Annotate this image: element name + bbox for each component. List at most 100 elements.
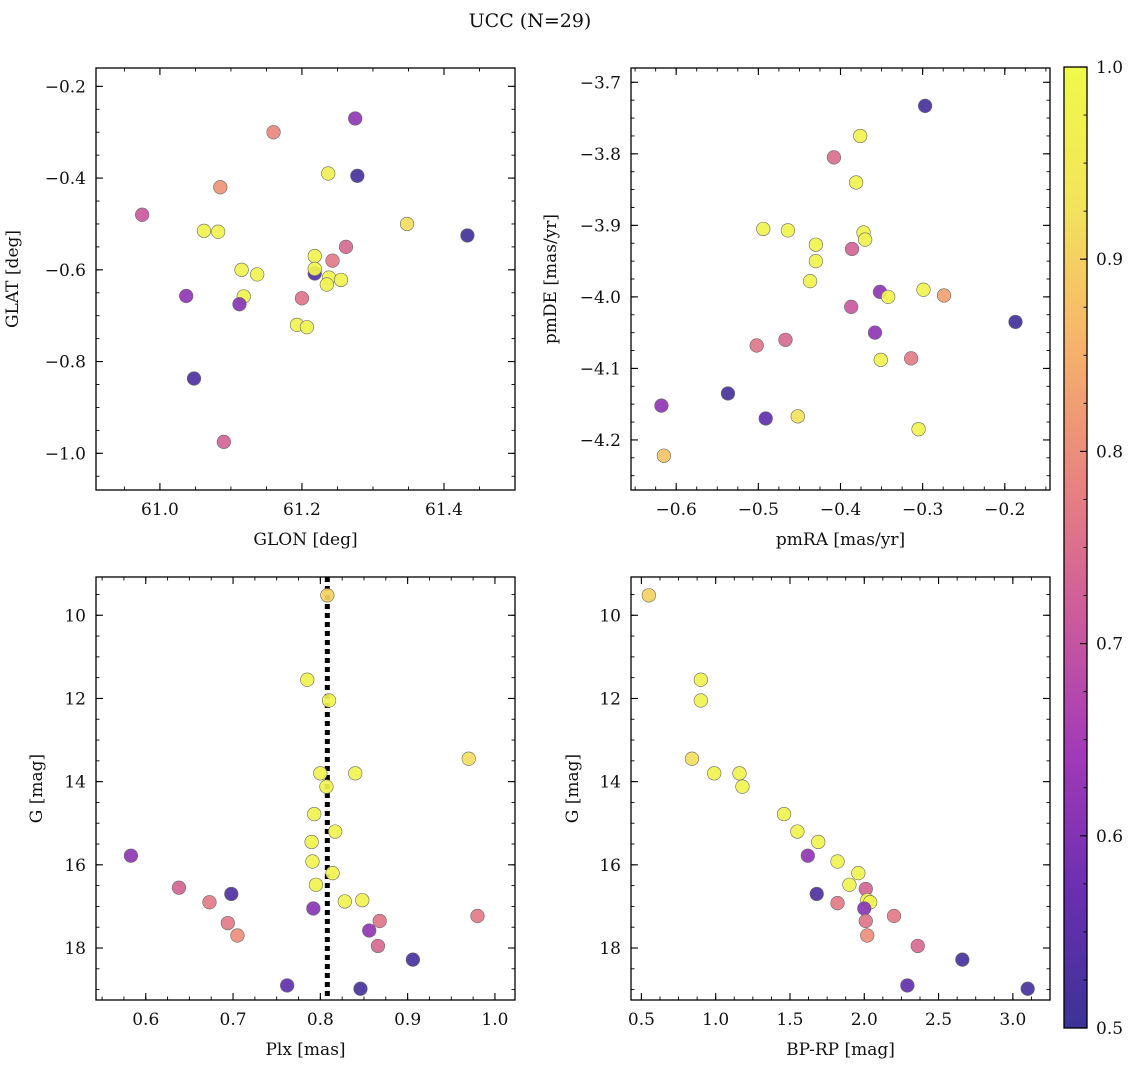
scatter-point — [860, 928, 875, 943]
x-axis-label: pmRA [mas/yr] — [776, 530, 905, 550]
scatter-point — [684, 751, 700, 766]
scatter-point — [460, 228, 475, 243]
panel-pmra-pmde: −0.6 −0.5 −0.4 −0.3 −0.2 −3.7 −3.8 −3.9 −4.0 −4.1… — [541, 67, 1051, 550]
scatter-point — [916, 282, 931, 297]
scatter-point — [333, 272, 349, 288]
y-tick-label: 18 — [64, 939, 86, 959]
panel-glon-glat: 61.0 61.2 61.4 −0.2 −0.4 −0.6 −0.8 −1.0 GLON [de… — [3, 67, 516, 550]
scatter-point — [186, 371, 202, 386]
scatter-point — [732, 766, 747, 781]
scatter-point — [886, 908, 902, 924]
scatter-point — [790, 409, 805, 424]
scatter-point — [353, 981, 368, 996]
scatter-point — [844, 299, 859, 314]
x-tick-label: 1.5 — [776, 1010, 803, 1030]
x-tick-label: −0.2 — [984, 500, 1025, 520]
scatter-point — [830, 854, 845, 869]
scatter-point — [809, 886, 824, 902]
colorbar-tick-label: 0.6 — [1096, 827, 1123, 847]
scatter-point — [171, 880, 187, 895]
x-tick-label: −0.6 — [656, 500, 697, 520]
x-tick-label: −0.5 — [738, 500, 779, 520]
x-tick-label: −0.4 — [820, 500, 861, 520]
colorbar-tick-label: 1.0 — [1096, 58, 1123, 78]
scatter-point — [842, 877, 857, 892]
scatter-point — [123, 848, 139, 863]
scatter-point — [910, 938, 925, 954]
scatter-point — [350, 168, 365, 183]
scatter-point — [749, 338, 764, 353]
y-tick-label: −0.8 — [45, 353, 86, 373]
y-axis-label: pmDE [mas/yr] — [541, 214, 561, 344]
scatter-point — [299, 320, 315, 335]
scatter-point — [955, 952, 970, 967]
y-tick-label: 18 — [599, 939, 621, 959]
scatter-point — [313, 766, 328, 781]
scatter-point — [399, 216, 415, 232]
y-tick-label: 14 — [599, 773, 621, 793]
scatter-point — [319, 779, 334, 794]
y-tick-label: 10 — [599, 606, 621, 626]
scatter-point — [319, 277, 334, 292]
x-tick-label: 0.8 — [307, 1010, 334, 1030]
y-tick-label: −3.8 — [580, 145, 621, 165]
colorbar-tick-label: 0.5 — [1096, 1019, 1123, 1039]
scatter-point — [213, 180, 228, 195]
scatter-point — [307, 248, 322, 264]
scatter-point — [790, 824, 805, 839]
scatter-point — [778, 332, 793, 347]
y-tick-label: −0.4 — [45, 169, 86, 189]
scatter-point — [135, 207, 150, 222]
scatter-point — [304, 834, 319, 850]
x-tick-label: 3.0 — [999, 1010, 1026, 1030]
scatter-point — [830, 895, 845, 911]
y-tick-label: 10 — [64, 606, 86, 626]
scatter-point — [348, 766, 363, 781]
scatter-point — [803, 274, 818, 289]
scatter-point — [851, 866, 866, 881]
scatter-point — [641, 588, 656, 603]
scatter-point — [306, 901, 321, 916]
scatter-point — [338, 239, 354, 254]
scatter-point — [911, 422, 926, 437]
scatter-point — [308, 877, 324, 892]
axes-frame — [95, 67, 516, 491]
x-tick-label: 61.0 — [141, 500, 179, 520]
scatter-point — [362, 923, 377, 938]
x-tick-label: 61.2 — [283, 500, 321, 520]
scatter-point — [811, 834, 826, 850]
scatter-point — [656, 448, 671, 463]
scatter-point — [808, 254, 823, 269]
y-tick-label: 12 — [64, 689, 86, 709]
scatter-point — [1008, 314, 1023, 330]
colorbar: 0.5 0.6 0.7 0.8 0.9 1.0 — [1063, 58, 1123, 1039]
colorbar-tick-label: 0.9 — [1096, 250, 1123, 270]
y-tick-label: −4.2 — [580, 431, 621, 451]
x-tick-label: 0.6 — [132, 1010, 159, 1030]
x-tick-label: 0.9 — [394, 1010, 421, 1030]
scatter-point — [307, 261, 322, 277]
scatter-point — [266, 125, 281, 140]
scatter-point — [234, 262, 249, 277]
scatter-point — [321, 693, 337, 708]
scatter-point — [918, 98, 933, 114]
y-axis-label: G [mag] — [563, 754, 583, 823]
scatter-point — [305, 854, 320, 869]
scatter-point — [370, 938, 386, 954]
scatter-point — [693, 693, 708, 708]
x-tick-label: 2.0 — [851, 1010, 878, 1030]
y-tick-label: −0.2 — [45, 77, 86, 97]
scatter-point — [654, 398, 669, 413]
y-tick-label: −3.9 — [580, 216, 621, 236]
x-tick-label: 0.7 — [220, 1010, 247, 1030]
y-axis-label: G [mag] — [27, 754, 47, 823]
scatter-point — [179, 288, 194, 304]
scatter-point — [355, 893, 370, 908]
x-tick-label: 2.5 — [925, 1010, 952, 1030]
scatter-point — [211, 224, 226, 239]
x-tick-label: 0.5 — [628, 1010, 655, 1030]
y-tick-label: 16 — [64, 856, 86, 876]
scatter-point — [348, 111, 363, 126]
y-tick-label: 16 — [599, 856, 621, 876]
scatter-point — [776, 806, 792, 822]
